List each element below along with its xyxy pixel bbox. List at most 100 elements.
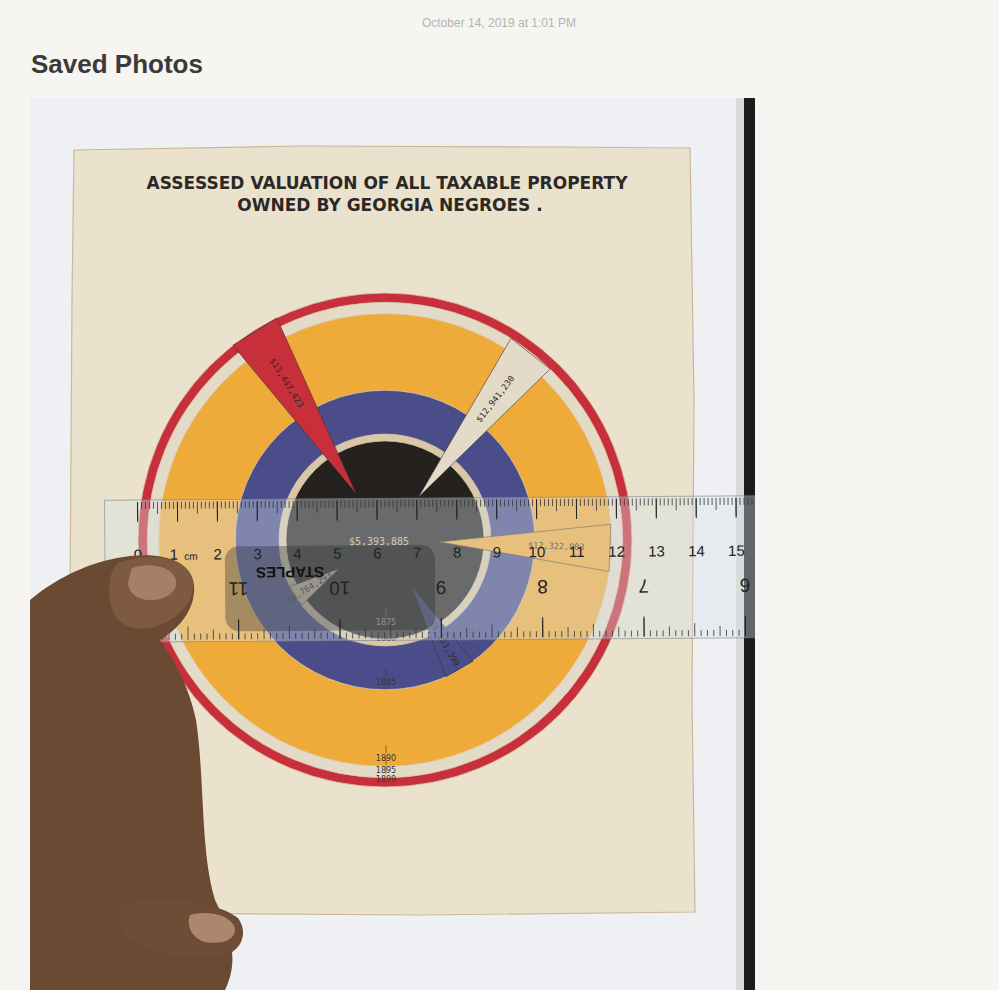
mm-tick bbox=[165, 502, 166, 509]
mm-tick bbox=[141, 502, 142, 509]
inch-subtick bbox=[207, 634, 208, 640]
value-label: $12,941,230 bbox=[474, 374, 517, 425]
cm-label: 4 bbox=[293, 545, 301, 562]
mm-tick bbox=[672, 498, 673, 505]
inch-subtick bbox=[295, 633, 296, 639]
mm-tick bbox=[205, 502, 206, 509]
inch-label: 6 bbox=[740, 575, 751, 596]
mm-tick bbox=[572, 499, 573, 506]
mm-tick bbox=[408, 500, 409, 507]
inch-subtick bbox=[251, 633, 252, 639]
inch-subtick bbox=[720, 626, 721, 636]
mm-tick bbox=[412, 500, 413, 507]
inch-subtick bbox=[466, 628, 467, 638]
inch-subtick bbox=[682, 630, 683, 636]
mm-tick bbox=[684, 498, 685, 505]
year-tick bbox=[386, 745, 387, 753]
mm-tick bbox=[356, 501, 357, 513]
mm-tick bbox=[321, 501, 322, 508]
inch-subtick bbox=[523, 631, 524, 637]
mm-tick bbox=[380, 500, 381, 507]
inch-subtick bbox=[409, 632, 410, 638]
mm-tick bbox=[640, 499, 641, 506]
mm-tick bbox=[293, 501, 294, 508]
mm-tick bbox=[241, 501, 242, 508]
mm-tick bbox=[384, 500, 385, 507]
thumb bbox=[109, 557, 193, 629]
cm-tick bbox=[656, 498, 657, 518]
inch-subtick bbox=[371, 632, 372, 638]
mm-tick bbox=[424, 500, 425, 507]
inch-subtick bbox=[701, 630, 702, 636]
mm-tick bbox=[652, 498, 653, 505]
mm-tick bbox=[153, 502, 154, 509]
inch-subtick bbox=[511, 631, 512, 637]
mm-tick bbox=[329, 501, 330, 508]
inch-subtick bbox=[536, 631, 537, 637]
mm-tick bbox=[712, 498, 713, 505]
heading: Saved Photos bbox=[31, 49, 203, 79]
mm-tick bbox=[396, 500, 397, 512]
inch-subtick bbox=[384, 632, 385, 638]
mm-tick bbox=[596, 499, 597, 511]
inch-subtick bbox=[327, 633, 328, 639]
mm-tick bbox=[604, 499, 605, 506]
inch-subtick bbox=[314, 629, 315, 639]
mm-tick bbox=[468, 500, 469, 507]
mm-tick bbox=[428, 500, 429, 507]
inch-subtick bbox=[625, 631, 626, 637]
mm-tick bbox=[317, 501, 318, 513]
mm-tick bbox=[500, 500, 501, 507]
cm-label: 13 bbox=[648, 542, 665, 559]
inch-tick bbox=[339, 619, 340, 639]
inch-subtick bbox=[473, 632, 474, 638]
mm-tick bbox=[225, 501, 226, 508]
inch-subtick bbox=[187, 627, 188, 640]
mm-tick bbox=[245, 501, 246, 508]
inch-subtick bbox=[359, 632, 360, 638]
inch-subtick bbox=[302, 633, 303, 639]
cm-tick bbox=[696, 498, 697, 518]
mm-tick bbox=[269, 501, 270, 508]
mm-tick bbox=[436, 500, 437, 512]
mm-tick bbox=[544, 499, 545, 506]
mm-tick bbox=[145, 502, 146, 509]
inch-subtick bbox=[194, 634, 195, 640]
inch-subtick bbox=[599, 631, 600, 637]
unit-label: cm bbox=[184, 551, 197, 562]
cm-label: 11 bbox=[569, 543, 585, 560]
mm-tick bbox=[556, 499, 557, 511]
mm-tick bbox=[692, 498, 693, 505]
cm-tick bbox=[376, 500, 377, 520]
background bbox=[0, 0, 999, 990]
cm-tick bbox=[496, 500, 497, 520]
inch-subtick bbox=[200, 634, 201, 640]
inch-label: 9 bbox=[436, 577, 447, 598]
inch-subtick bbox=[663, 630, 664, 636]
inch-subtick bbox=[694, 623, 695, 636]
mm-tick bbox=[676, 498, 677, 510]
mm-tick bbox=[273, 501, 274, 508]
inch-subtick bbox=[568, 627, 569, 637]
wedge bbox=[233, 318, 356, 494]
inch-subtick bbox=[428, 632, 429, 638]
inch-subtick bbox=[390, 625, 391, 638]
cm-label: 14 bbox=[688, 542, 705, 559]
inch-subtick bbox=[593, 624, 594, 637]
mm-tick bbox=[636, 499, 637, 511]
inch-label: 8 bbox=[537, 576, 548, 597]
mm-tick bbox=[277, 501, 278, 513]
mm-tick bbox=[751, 498, 752, 505]
cm-tick bbox=[536, 499, 537, 519]
date: October 14, 2019 at 1:01 PM bbox=[422, 16, 576, 30]
mm-tick bbox=[680, 498, 681, 505]
mm-tick bbox=[472, 500, 473, 507]
mm-tick bbox=[612, 499, 613, 506]
mm-tick bbox=[568, 499, 569, 506]
mm-tick bbox=[708, 498, 709, 505]
mm-tick bbox=[524, 499, 525, 506]
inch-subtick bbox=[574, 631, 575, 637]
mm-tick bbox=[743, 498, 744, 505]
mm-tick bbox=[352, 501, 353, 508]
inch-subtick bbox=[739, 630, 740, 636]
